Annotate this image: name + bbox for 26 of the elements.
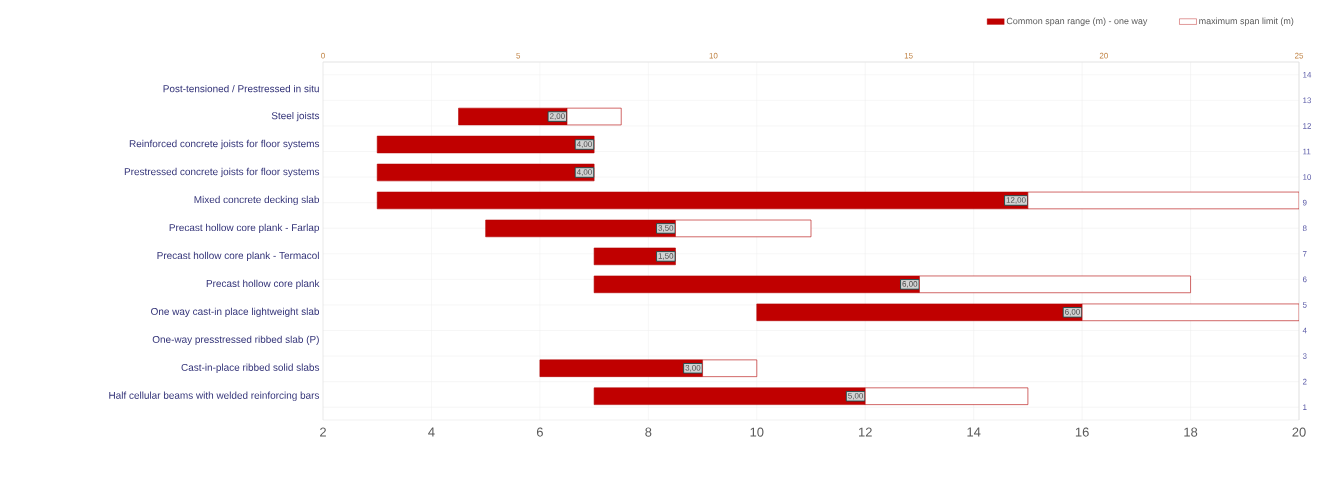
- y-tick-label: One way cast-in place lightweight slab: [151, 307, 320, 317]
- y-tick-label: Reinforced concrete joists for floor systems: [129, 139, 320, 150]
- y-tick-label: Cast-in-place ribbed solid slabs: [181, 363, 320, 373]
- x-tick-label: 6: [536, 427, 543, 437]
- x-tick-label: 12: [859, 427, 872, 437]
- x-tick-label: 2: [320, 427, 326, 437]
- x-tick-label: 4: [428, 427, 435, 437]
- y-tick-label: Precast hollow core plank - Farlap: [169, 223, 320, 234]
- legend-label: maximum span limit (m): [1199, 17, 1294, 26]
- y-tick-label: Precast hollow core plank - Termacol: [157, 251, 319, 262]
- y-tick-label: Precast hollow core plank: [206, 279, 320, 289]
- bar: [376, 163, 595, 182]
- x-tick-label: 10: [750, 427, 764, 437]
- legend-label: Common span range (m) - one way: [1006, 17, 1148, 26]
- y-tick-label: Post-tensioned / Prestressed in situ: [163, 84, 319, 93]
- x-tick-label: 16: [1075, 427, 1089, 437]
- bar: [376, 135, 595, 154]
- y-tick-label: One-way presstressed ribbed slab (P): [152, 335, 319, 345]
- x-tick-label: 18: [1184, 427, 1198, 437]
- y-tick-label: Prestressed concrete joists for floor systems: [124, 167, 320, 178]
- x-tick-label: 20: [1292, 427, 1306, 437]
- x-tick-label: 14: [967, 427, 981, 437]
- x-tick-label: 8: [645, 427, 652, 437]
- y-tick-label: Half cellular beams with welded reinforcing bars: [109, 391, 320, 401]
- y-tick-label: Steel joists: [271, 111, 320, 122]
- y-tick-label: Mixed concrete decking slab: [194, 195, 320, 206]
